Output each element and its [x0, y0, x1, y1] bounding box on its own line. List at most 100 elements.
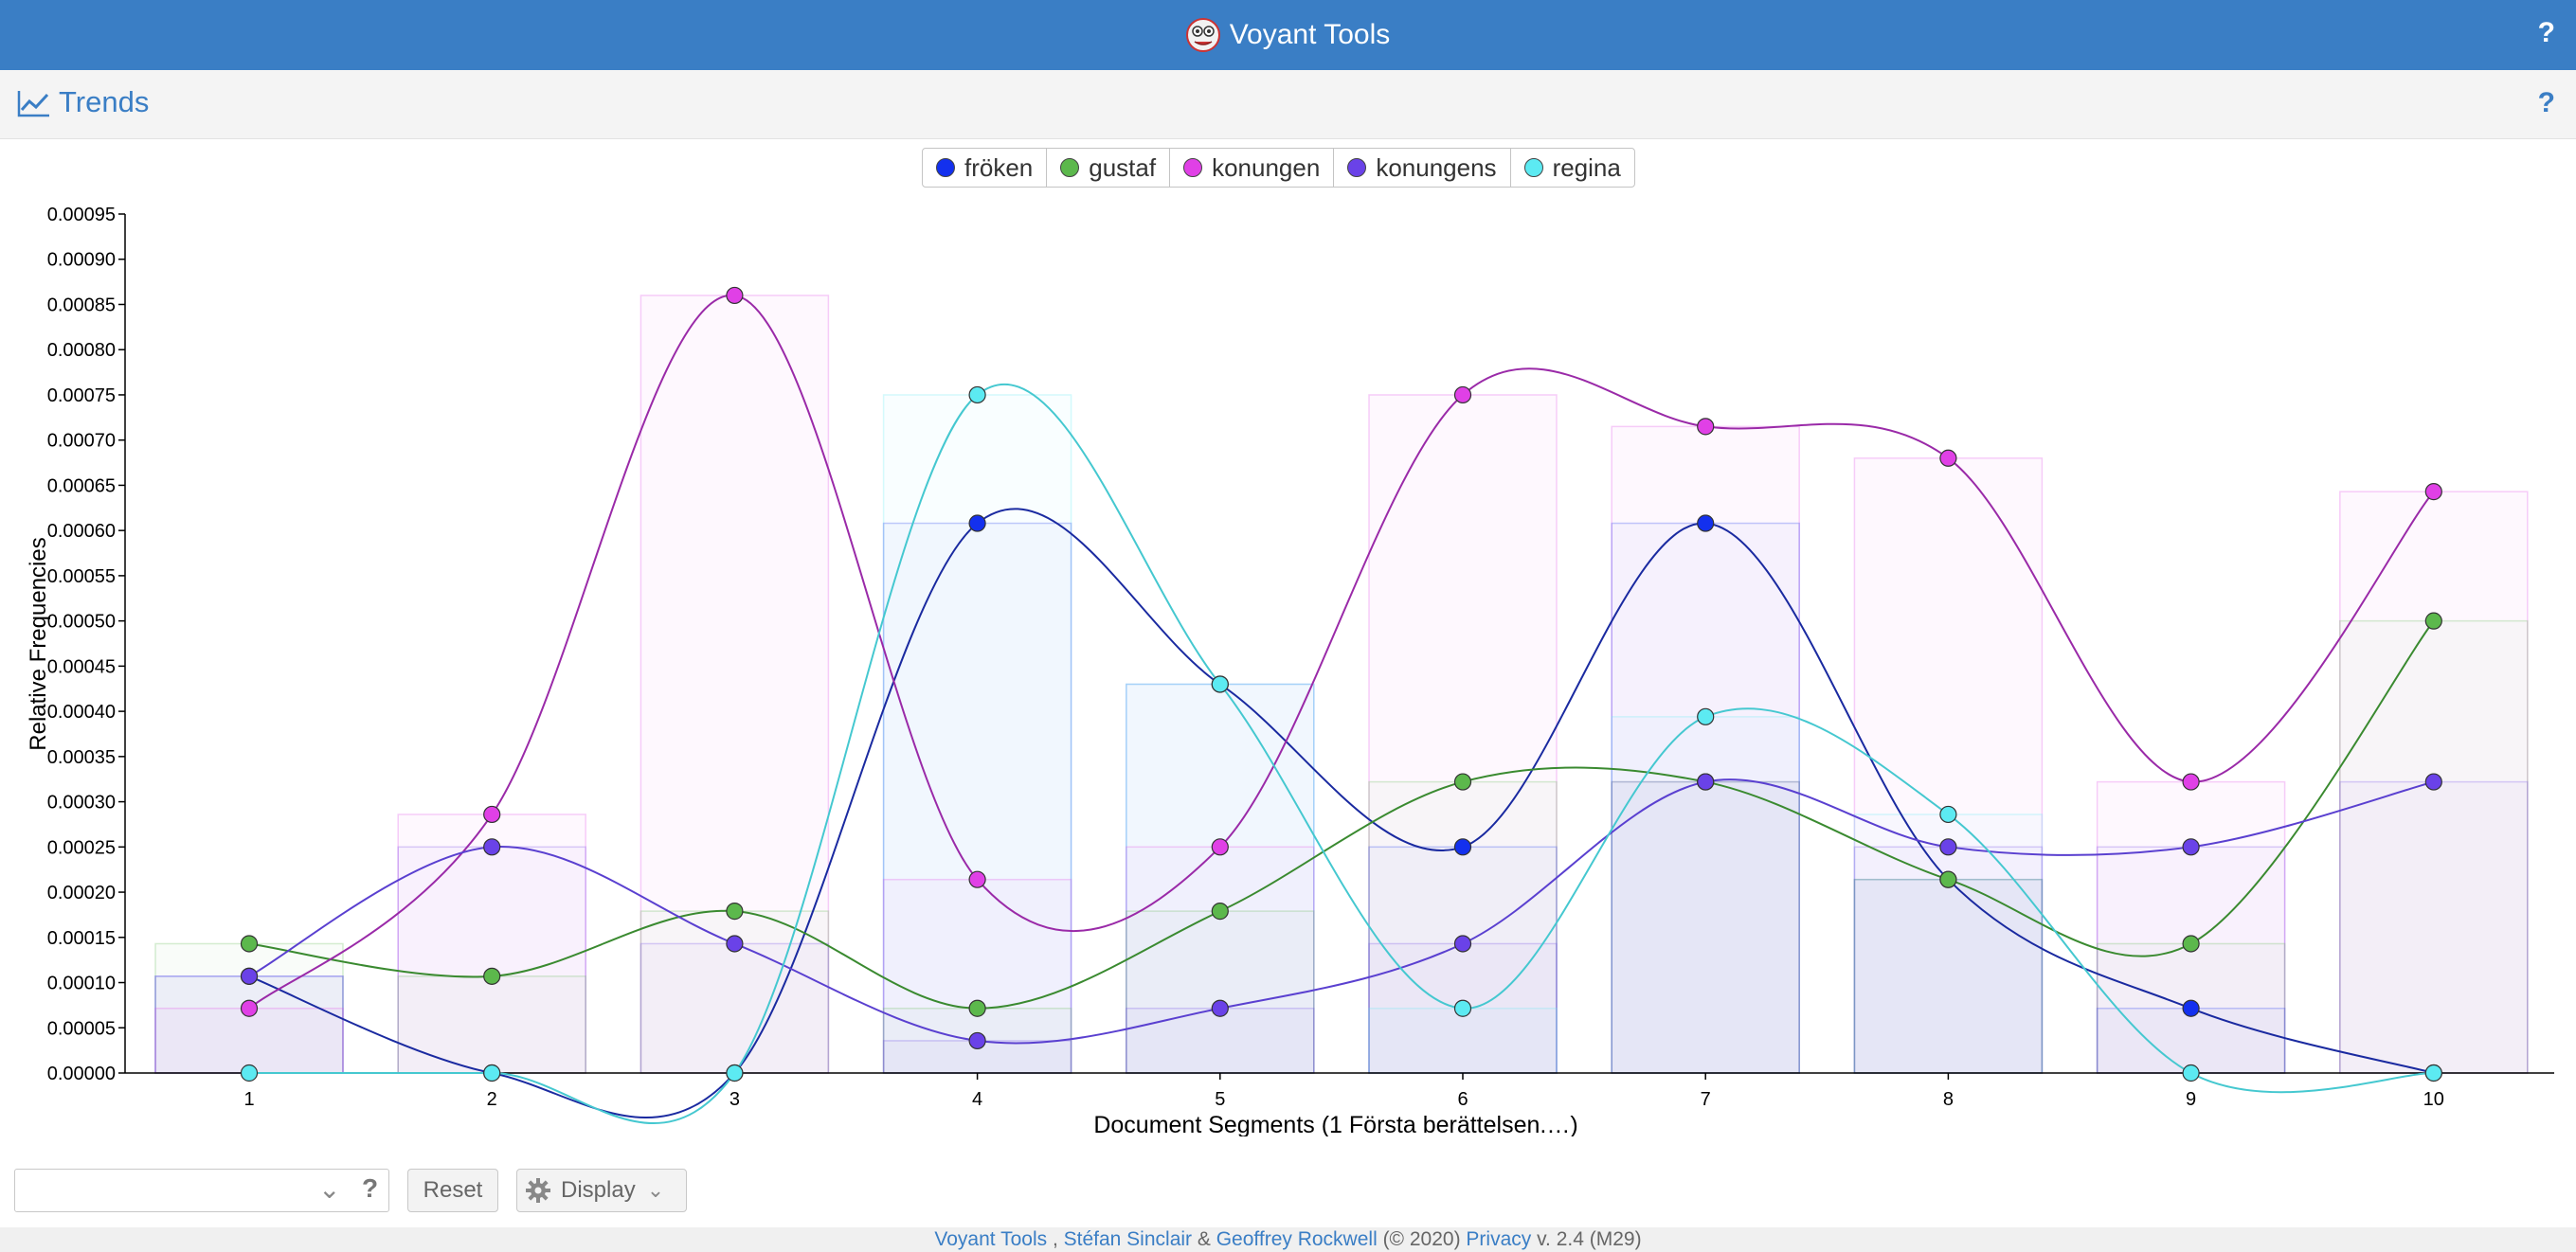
y-tick-label: 0.00065 [47, 475, 116, 496]
footer-amp: & [1192, 1228, 1216, 1250]
data-point-konungen [240, 999, 259, 1017]
data-point-konungen [2182, 773, 2200, 791]
chart-legend: fröken gustaf konungen konungens regina [922, 148, 1635, 188]
y-tick-label: 0.00045 [47, 656, 116, 677]
data-point-konungen [726, 286, 744, 305]
y-tick-label: 0.00055 [47, 566, 116, 587]
trend-chart-icon [17, 91, 49, 117]
data-point-regina [726, 1064, 744, 1082]
series-line-regina [249, 384, 2434, 1124]
x-tick-label: 1 [243, 1089, 254, 1110]
segment-bar [154, 1007, 344, 1074]
data-point-gustaf [1939, 870, 1957, 888]
y-tick-label: 0.00090 [47, 250, 116, 271]
reset-button[interactable]: Reset [407, 1169, 498, 1212]
y-tick-label: 0.00025 [47, 837, 116, 858]
legend-label: gustaf [1089, 152, 1157, 182]
legend-item-fröken[interactable]: fröken [923, 149, 1048, 187]
data-point-regina [1939, 805, 1957, 824]
data-point-konungens [968, 1031, 986, 1050]
data-point-regina [1453, 999, 1472, 1017]
x-axis-label: Document Segments (1 Första berättelsen.… [1093, 1112, 1577, 1136]
series-line-gustaf [248, 620, 2435, 1010]
y-tick-label: 0.00015 [47, 928, 116, 949]
data-point-gustaf [483, 967, 501, 985]
data-point-konungen [1697, 418, 1715, 436]
y-axis-label: Relative Frequencies [26, 537, 51, 750]
y-tick-label: 0.00085 [47, 295, 116, 315]
legend-label: fröken [964, 152, 1034, 182]
y-tick-label: 0.00020 [47, 883, 116, 903]
app-help-icon[interactable]: ? [2537, 17, 2555, 48]
data-point-konungen [1939, 449, 1957, 467]
y-tick-label: 0.00010 [47, 974, 116, 994]
legend-label: regina [1552, 152, 1621, 182]
legend-dot [1183, 158, 1203, 177]
data-point-konungens [2182, 838, 2200, 856]
data-point-konungens [2424, 773, 2442, 791]
data-point-regina [2424, 1064, 2442, 1082]
panel-help-icon[interactable]: ? [2537, 87, 2555, 118]
legend-item-konungen[interactable]: konungen [1170, 149, 1335, 187]
legend-dot [1523, 158, 1543, 177]
display-button[interactable]: Display ⌄ [516, 1169, 687, 1212]
y-tick-label: 0.00035 [47, 747, 116, 768]
x-tick-label: 3 [730, 1089, 740, 1110]
data-point-konungen [968, 870, 986, 888]
y-tick-label: 0.00005 [47, 1018, 116, 1039]
term-search-combo[interactable]: ⌄ ? [14, 1169, 389, 1212]
data-point-fröken [968, 514, 986, 532]
display-label: Display [561, 1177, 636, 1203]
segment-bar [397, 975, 586, 1074]
y-tick-label: 0.00030 [47, 793, 116, 814]
segment-bar [1611, 780, 1800, 1074]
data-point-regina [483, 1064, 501, 1082]
y-tick-label: 0.00070 [47, 431, 116, 452]
x-tick-label: 7 [1701, 1089, 1711, 1110]
data-point-konungens [1939, 838, 1957, 856]
legend-item-gustaf[interactable]: gustaf [1047, 149, 1171, 187]
footer: Voyant Tools , Stéfan Sinclair & Geoffre… [0, 1227, 2576, 1252]
voyant-logo-icon [1185, 18, 1220, 52]
x-tick-label: 10 [2423, 1089, 2444, 1110]
legend-label: konungen [1212, 152, 1321, 182]
x-tick-label: 5 [1215, 1089, 1225, 1110]
data-point-fröken [1697, 514, 1715, 532]
legend-label: konungens [1376, 152, 1497, 182]
y-tick-label: 0.00075 [47, 385, 116, 406]
legend-dot [1060, 158, 1080, 177]
data-point-gustaf [1453, 773, 1472, 791]
app-title: Voyant Tools [1229, 19, 1391, 50]
combo-help-icon[interactable]: ? [362, 1173, 379, 1203]
data-point-gustaf [240, 935, 259, 953]
y-tick-label: 0.00080 [47, 340, 116, 361]
y-tick-label: 0.00095 [47, 205, 116, 225]
author2-link[interactable]: Geoffrey Rockwell [1216, 1228, 1378, 1250]
trends-chart: 0.00000 0.00005 0.00010 0.00015 0.00020 0.000… [26, 205, 2554, 1136]
data-point-konungen [1453, 385, 1472, 404]
data-point-konungen [1211, 838, 1229, 856]
data-point-konungens [240, 967, 259, 985]
footer-separator: , [1047, 1228, 1064, 1250]
privacy-link[interactable]: Privacy [1466, 1228, 1532, 1250]
app-brand[interactable]: Voyant Tools [0, 0, 2576, 70]
data-point-fröken [2182, 999, 2200, 1017]
legend-item-konungens[interactable]: konungens [1334, 149, 1511, 187]
data-point-regina [240, 1064, 259, 1082]
series-line-konungens [248, 778, 2435, 1045]
panel-header: Trends ? [0, 70, 2576, 139]
voyant-link[interactable]: Voyant Tools [934, 1228, 1048, 1250]
segment-bar [1368, 1007, 1558, 1074]
legend-item-regina[interactable]: regina [1511, 149, 1634, 187]
data-point-regina [1211, 675, 1229, 693]
segment-bar [1126, 1007, 1315, 1074]
chevron-down-icon[interactable]: ⌄ [318, 1174, 341, 1204]
legend-dot [936, 158, 955, 177]
legend-dot [1347, 158, 1367, 177]
author1-link[interactable]: Stéfan Sinclair [1063, 1228, 1193, 1250]
series-line-konungen [248, 294, 2435, 1010]
data-point-konungens [1211, 999, 1229, 1017]
y-tick-label: 0.00040 [47, 702, 116, 723]
data-point-konungens [1697, 773, 1715, 791]
footer-year: (© 2020) [1377, 1228, 1467, 1250]
